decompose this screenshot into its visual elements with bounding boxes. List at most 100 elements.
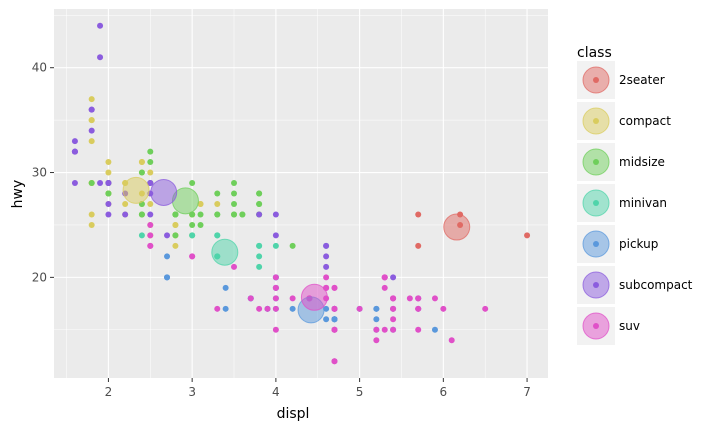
data-point-suv [390,316,397,323]
data-point-midsize [239,211,246,218]
mean-point-suv [300,283,328,311]
data-point-midsize [231,211,238,218]
data-point-suv [373,326,380,333]
data-point-2seater [524,232,531,239]
data-point-pickup [331,316,338,323]
data-point-suv [331,326,338,333]
legend-dot-minivan [593,200,599,206]
data-point-compact [88,138,95,145]
legend-label-midsize: midsize [619,155,665,169]
data-point-pickup [373,316,380,323]
data-point-suv [356,305,363,312]
data-point-subcompact [88,106,95,113]
data-point-suv [373,337,380,344]
data-point-subcompact [97,54,104,61]
data-point-midsize [147,159,154,166]
data-point-compact [197,200,204,207]
data-point-midsize [172,211,179,218]
data-point-suv [331,284,338,291]
data-point-subcompact [164,232,171,239]
x-tick-label: 7 [523,385,531,399]
data-point-suv [440,305,447,312]
data-point-midsize [214,211,221,218]
data-point-suv [272,284,279,291]
data-point-minivan [272,242,279,249]
data-point-subcompact [390,274,397,281]
data-point-minivan [256,253,263,260]
data-point-2seater [415,211,422,218]
data-point-pickup [164,253,171,260]
data-point-suv [390,295,397,302]
data-point-subcompact [122,211,129,218]
legend-label-suv: suv [619,319,640,333]
data-point-subcompact [323,263,330,270]
data-point-minivan [256,242,263,249]
data-point-suv [381,284,388,291]
data-point-suv [415,326,422,333]
data-point-pickup [222,284,229,291]
legend-dot-suv [593,323,599,329]
data-point-subcompact [323,242,330,249]
data-point-minivan [256,263,263,270]
data-point-suv [231,263,238,270]
data-point-subcompact [71,138,78,145]
data-point-suv [147,242,154,249]
data-point-midsize [172,232,179,239]
data-point-suv [272,305,279,312]
data-point-pickup [222,305,229,312]
data-point-pickup [323,305,330,312]
data-point-suv [381,274,388,281]
data-point-midsize [231,180,238,187]
mean-point-2seater [443,213,471,241]
data-point-subcompact [88,127,95,134]
data-point-compact [172,242,179,249]
data-point-suv [415,305,422,312]
data-point-subcompact [272,232,279,239]
data-point-suv [390,326,397,333]
data-point-suv [390,305,397,312]
data-point-compact [88,117,95,124]
data-point-pickup [323,316,330,323]
data-point-compact [147,200,154,207]
data-point-suv [289,295,296,302]
class-mean-points [122,176,471,324]
data-point-midsize [231,200,238,207]
x-axis-ticks: 2 3 4 5 6 7 [105,378,531,399]
legend-label-minivan: minivan [619,196,667,210]
data-point-midsize [231,190,238,197]
data-point-compact [88,221,95,228]
data-point-suv [247,295,254,302]
data-point-midsize [256,200,263,207]
data-point-midsize [147,148,154,155]
data-point-suv [431,295,438,302]
y-tick-label: 20 [32,270,47,284]
data-point-minivan [214,232,221,239]
data-point-suv [415,295,422,302]
legend-label-pickup: pickup [619,237,658,251]
data-point-midsize [214,190,221,197]
data-point-subcompact [97,22,104,29]
data-point-compact [122,200,129,207]
legend: class 2seater compact midsize minivan pickup… [577,45,693,345]
y-axis-ticks: 20 30 40 [32,61,54,284]
x-tick-label: 2 [105,385,113,399]
data-point-suv [448,337,455,344]
x-tick-label: 4 [272,385,280,399]
mean-point-subcompact [150,178,178,206]
data-point-midsize [189,221,196,228]
data-point-minivan [189,232,196,239]
data-point-subcompact [256,211,263,218]
data-point-suv [482,305,489,312]
data-point-compact [214,200,221,207]
x-axis-title: displ [277,406,310,422]
legend-dot-midsize [593,159,599,165]
data-point-subcompact [97,180,104,187]
mean-point-minivan [211,238,239,266]
data-point-midsize [197,221,204,228]
data-point-compact [105,169,112,176]
data-point-suv [256,305,263,312]
legend-label-compact: compact [619,114,671,128]
data-point-subcompact [105,211,112,218]
data-point-pickup [164,274,171,281]
